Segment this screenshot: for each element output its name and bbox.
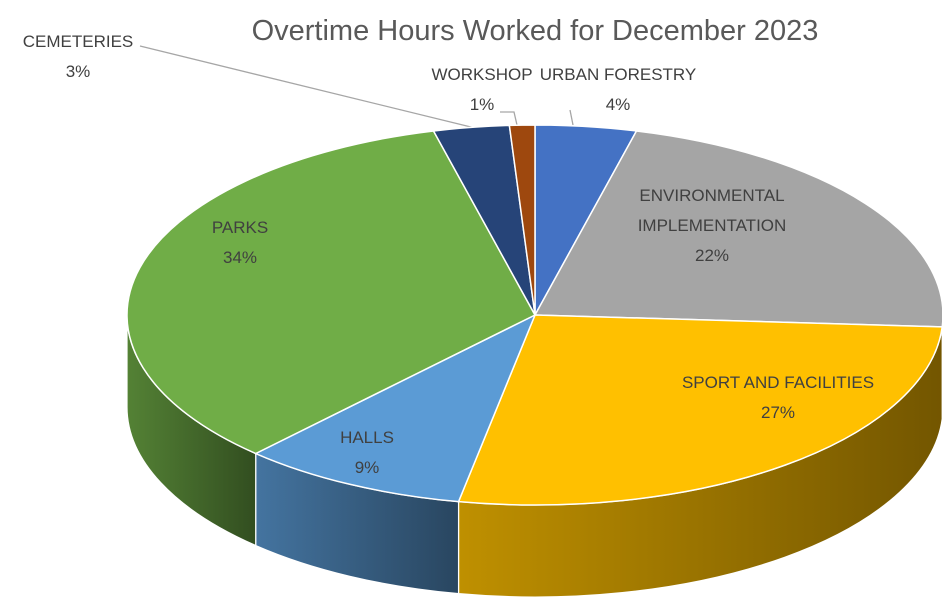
value-label: 3%	[65, 62, 91, 81]
data-label: PARKS 34%	[180, 213, 300, 273]
category-label: URBAN FORESTRY	[539, 65, 697, 84]
slice	[533, 130, 942, 328]
slice	[253, 313, 537, 503]
slice	[457, 314, 942, 506]
category-label: SPORT AND FACILITIES	[681, 373, 875, 392]
leader-line	[569, 109, 574, 126]
category-label: PARKS	[211, 218, 269, 237]
value-label: 1%	[469, 95, 495, 114]
data-label: WORKSHOP 1%	[402, 60, 562, 120]
category-label: WORKSHOP	[431, 65, 533, 84]
data-label: SPORT AND FACILITIES 27%	[648, 368, 908, 428]
data-label: ENVIRONMENTAL IMPLEMENTATION 22%	[602, 181, 822, 271]
slice	[508, 124, 536, 316]
leader-line	[500, 111, 518, 126]
value-label: 27%	[760, 403, 796, 422]
category-label: CEMETERIES	[22, 32, 134, 51]
data-label: HALLS 9%	[307, 423, 427, 483]
value-label: 4%	[605, 95, 631, 114]
category-label: HALLS	[340, 428, 394, 447]
slice	[126, 130, 537, 455]
value-label: 34%	[222, 248, 258, 267]
value-label: 22%	[694, 246, 730, 265]
chart-title: Overtime Hours Worked for December 2023	[252, 15, 819, 47]
data-label: CEMETERIES 3%	[8, 27, 148, 87]
value-label: 9%	[354, 458, 380, 477]
data-label: URBAN FORESTRY 4%	[518, 60, 718, 120]
leader-line	[139, 45, 476, 129]
category-label: ENVIRONMENTAL IMPLEMENTATION	[637, 186, 787, 235]
